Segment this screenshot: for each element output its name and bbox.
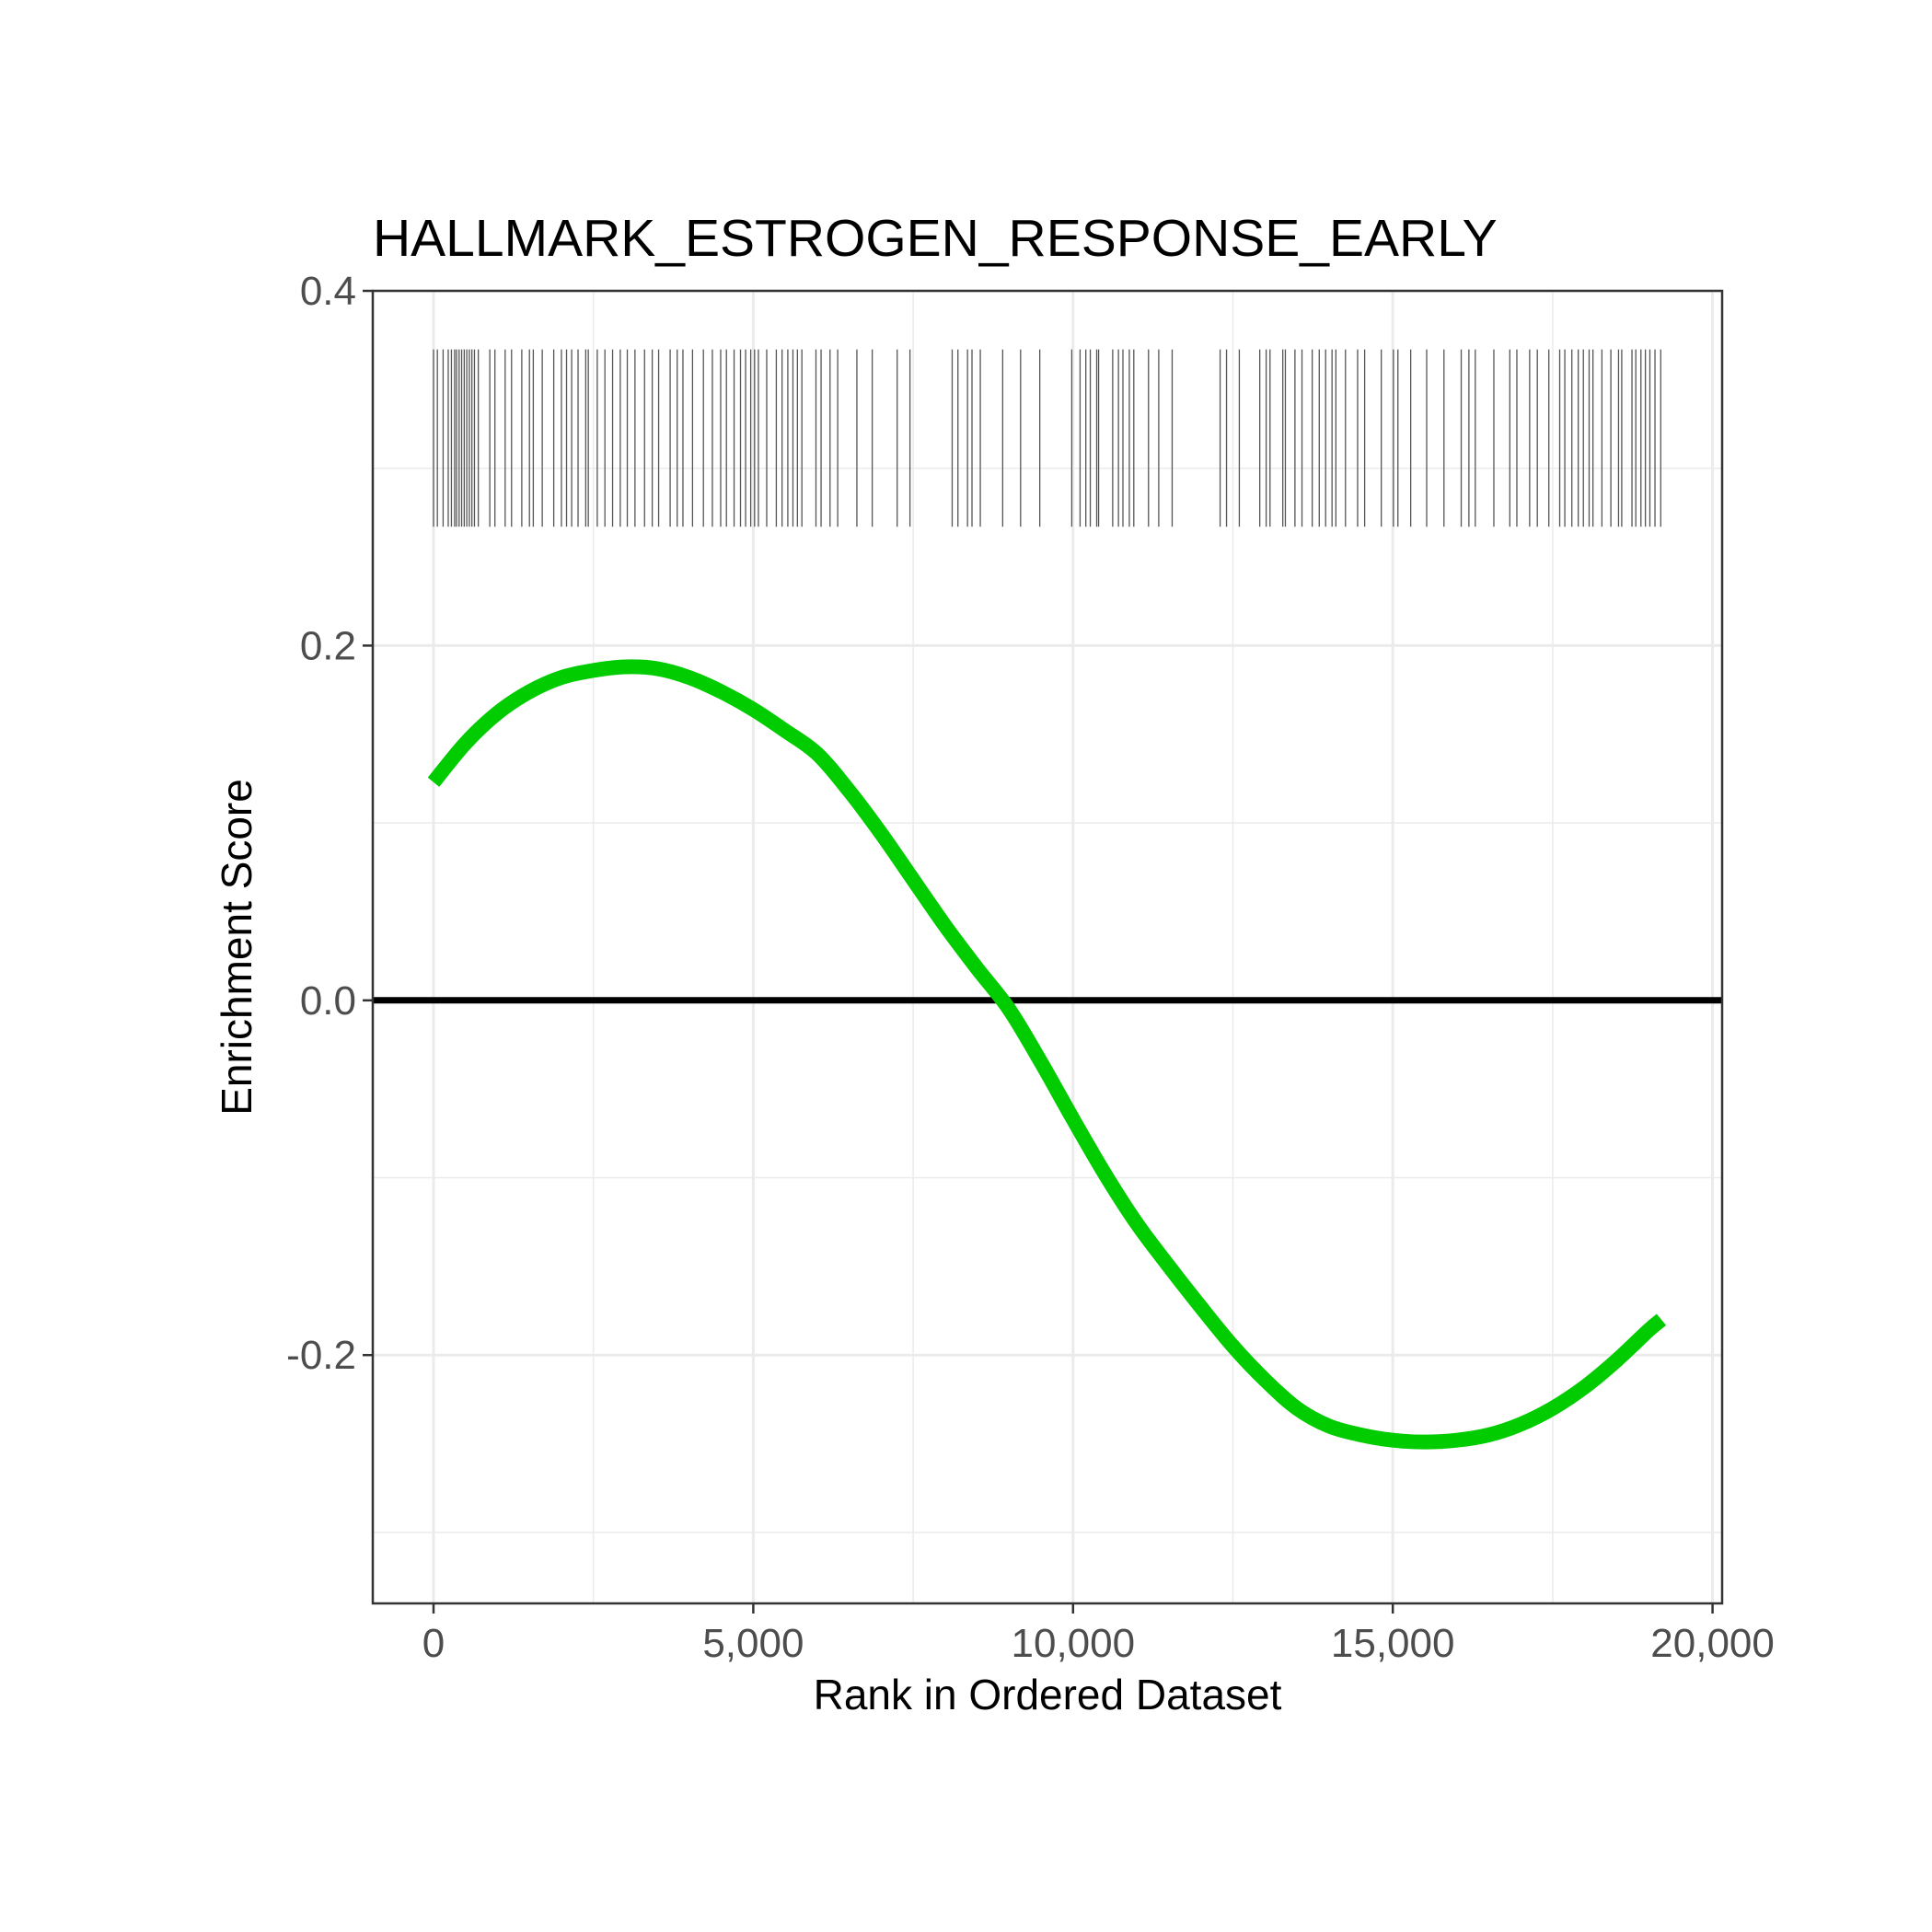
- x-tick-label: 15,000: [1331, 1621, 1455, 1666]
- gene-hit-rug: [433, 349, 1661, 527]
- y-tick-label: -0.2: [286, 1333, 356, 1378]
- x-tick-label: 5,000: [702, 1621, 804, 1666]
- panel-border: [371, 289, 1724, 1605]
- y-axis: -0.2 0.0 0.2 0.4: [286, 269, 373, 1378]
- x-tick-label: 20,000: [1650, 1621, 1775, 1666]
- y-tick-label: 0.2: [300, 623, 356, 668]
- chart-title: HALLMARK_ESTROGEN_RESPONSE_EARLY: [373, 209, 1498, 268]
- x-axis-title: Rank in Ordered Dataset: [814, 1671, 1282, 1718]
- y-tick-label: 0.4: [300, 269, 356, 314]
- x-tick-label: 10,000: [1012, 1621, 1136, 1666]
- x-tick-label: 0: [422, 1621, 445, 1666]
- enrichment-score-curve: [427, 659, 1667, 1450]
- y-axis-title: Enrichment Score: [213, 779, 260, 1116]
- y-tick-label: 0.0: [300, 978, 356, 1024]
- x-axis: 0 5,000 10,000 15,000 20,000: [422, 1603, 1775, 1666]
